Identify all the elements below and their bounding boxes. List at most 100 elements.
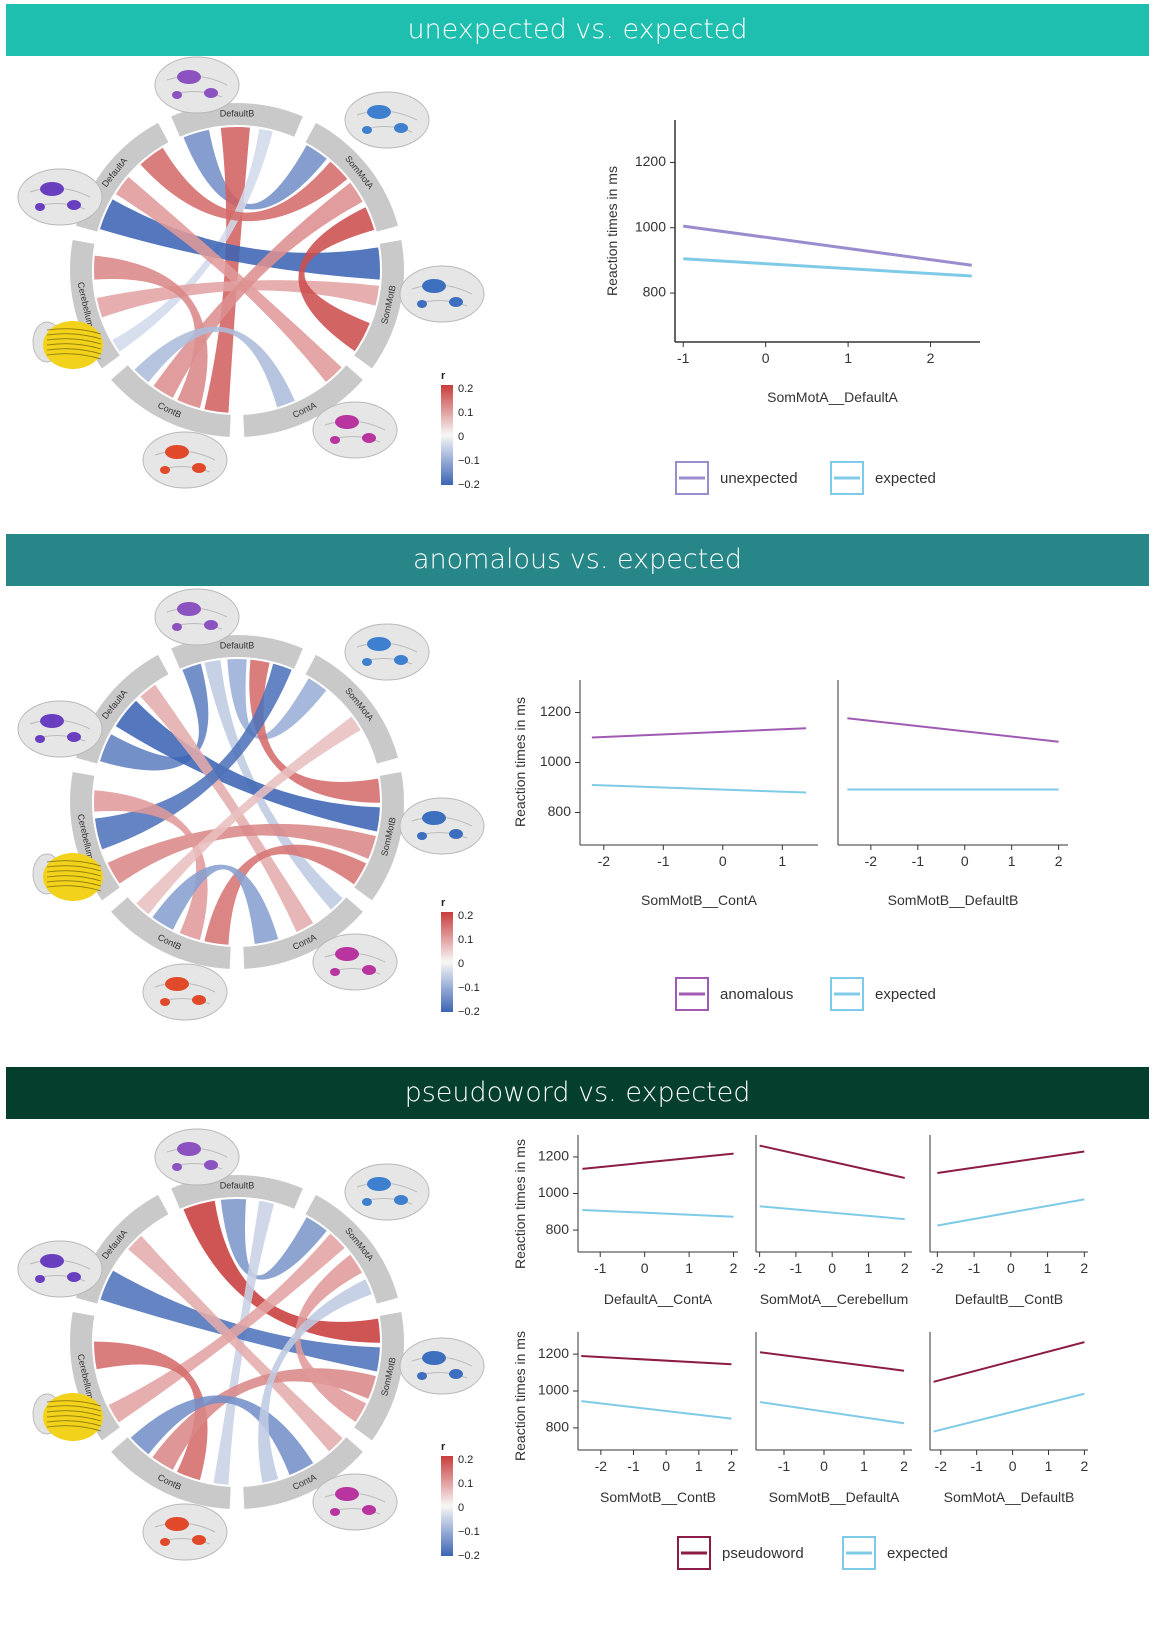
series-line-expected — [760, 1402, 904, 1423]
colorbar-tick-label: −0.2 — [458, 1006, 480, 1018]
colorbar-tick-label: −0.1 — [458, 1526, 480, 1538]
activation-blob — [362, 1505, 376, 1515]
activation-blob — [362, 1198, 372, 1206]
activation-blob — [367, 637, 391, 651]
colorbar-tick-label: −0.1 — [458, 455, 480, 467]
activation-blob — [204, 88, 218, 98]
legend-label: anomalous — [720, 986, 793, 1003]
brain-icon-conta — [313, 402, 397, 458]
x-tick-label: 1 — [1045, 1458, 1053, 1474]
y-tick-label: 1000 — [540, 753, 571, 769]
activation-blob — [394, 655, 408, 665]
series-line-pseudoword — [760, 1352, 904, 1370]
legend-item: expected — [843, 1537, 948, 1569]
legend-item: expected — [831, 978, 936, 1010]
x-tick-label: -2 — [935, 1458, 948, 1474]
activation-blob — [192, 995, 206, 1005]
activation-blob — [362, 126, 372, 134]
x-tick-label: 0 — [820, 1458, 828, 1474]
activation-blob — [165, 445, 189, 459]
series-line-pseudoword — [934, 1342, 1085, 1382]
series-line-anomalous — [847, 718, 1058, 742]
chord-diagram-1: DefaultBSomMotASomMotBContAContBCerebell… — [18, 57, 484, 491]
line-chart-2: 800 1000 1200 -2 -1 0 1 SomMotB__ContA -2 -1 0 1 2 So… — [512, 680, 1068, 1010]
network-label: DefaultB — [220, 108, 255, 118]
chart-panel: -2 -1 0 1 2SomMotA__Cerebellum — [753, 1135, 912, 1307]
x-axis-label: SomMotB__ContB — [600, 1489, 716, 1505]
x-tick-label: 1 — [1008, 853, 1016, 869]
colorbar-tick-label: 0.1 — [458, 934, 473, 946]
y-axis-label: Reaction times in ms — [512, 697, 528, 827]
activation-blob — [362, 433, 376, 443]
legend-label: unexpected — [720, 470, 798, 487]
activation-blob — [422, 811, 446, 825]
legend-item: anomalous — [676, 978, 793, 1010]
activation-blob — [35, 1275, 45, 1283]
x-tick-label: 1 — [1044, 1260, 1052, 1276]
activation-blob — [192, 463, 206, 473]
activation-blob — [160, 466, 170, 474]
activation-blob — [172, 1163, 182, 1171]
activation-blob — [160, 998, 170, 1006]
colorbar — [441, 385, 453, 485]
x-tick-label: 2 — [900, 1458, 908, 1474]
series-line-expected — [581, 1401, 731, 1419]
activation-blob — [40, 714, 64, 728]
activation-blob — [362, 965, 376, 975]
x-tick-label: 1 — [695, 1458, 703, 1474]
brain-icon-conta — [313, 1474, 397, 1530]
brain-icon-cerebellum — [33, 321, 103, 369]
activation-blob — [40, 1254, 64, 1268]
x-axis-label: SomMotB__ContA — [641, 892, 758, 908]
activation-blob — [362, 658, 372, 666]
network-label: DefaultB — [220, 640, 255, 650]
x-tick-label: 0 — [719, 853, 727, 869]
series-line-expected — [937, 1199, 1084, 1225]
brain-icon-sommota — [345, 624, 429, 680]
chart-panel: 80010001200-2 -1 0 1SomMotB__ContA — [540, 680, 818, 908]
line-chart-1: 80010001200-1 0 1 2SomMotA__DefaultAReactio… — [604, 120, 980, 494]
activation-blob — [67, 1272, 81, 1282]
activation-blob — [35, 203, 45, 211]
brain-icon-defaulta — [18, 169, 102, 225]
brain-icon-contb — [143, 432, 227, 488]
series-line-pseudoword — [582, 1154, 733, 1169]
x-tick-label: 2 — [730, 1260, 738, 1276]
legend-label: expected — [875, 470, 936, 487]
x-tick-label: -1 — [778, 1458, 791, 1474]
activation-blob — [204, 1160, 218, 1170]
colorbar-tick-label: −0.2 — [458, 479, 480, 491]
activation-blob — [335, 947, 359, 961]
x-tick-label: -1 — [657, 853, 670, 869]
legend-label: pseudoword — [722, 1545, 804, 1562]
brain-icon-sommota — [345, 92, 429, 148]
series-line-unexpected — [683, 226, 972, 265]
legend-label: expected — [875, 986, 936, 1003]
chord-diagram-2: DefaultBSomMotASomMotBContAContBCerebell… — [18, 589, 484, 1020]
x-tick-label: 0 — [961, 853, 969, 869]
x-tick-label: 0 — [1007, 1260, 1015, 1276]
series-line-expected — [592, 785, 806, 793]
brain-icon-sommotb — [400, 266, 484, 322]
colorbar-tick-label: 0 — [458, 1502, 464, 1514]
activation-blob — [177, 602, 201, 616]
chart-panel: 80010001200-2 -1 0 1 2SomMotB__ContB — [538, 1332, 738, 1505]
legend-item: pseudoword — [678, 1537, 804, 1569]
brain-icon-sommotb — [400, 1338, 484, 1394]
brain-icon-defaultb — [155, 589, 239, 645]
brain-icon-cerebellum — [33, 1393, 103, 1441]
colorbar-tick-label: 0 — [458, 431, 464, 443]
x-tick-label: 1 — [685, 1260, 693, 1276]
activation-blob — [330, 436, 340, 444]
chart-panel: 800 1000 1200 -1 0 1 2 SomMotA__DefaultA — [635, 120, 980, 405]
activation-blob — [330, 968, 340, 976]
x-tick-label: -2 — [865, 853, 878, 869]
legend-label: expected — [887, 1545, 948, 1562]
colorbar-tick-label: 0.1 — [458, 1478, 473, 1490]
activation-blob — [449, 829, 463, 839]
y-tick-label: 1000 — [635, 218, 666, 234]
colorbar-tick-label: −0.1 — [458, 982, 480, 994]
activation-blob — [67, 732, 81, 742]
activation-blob — [422, 279, 446, 293]
